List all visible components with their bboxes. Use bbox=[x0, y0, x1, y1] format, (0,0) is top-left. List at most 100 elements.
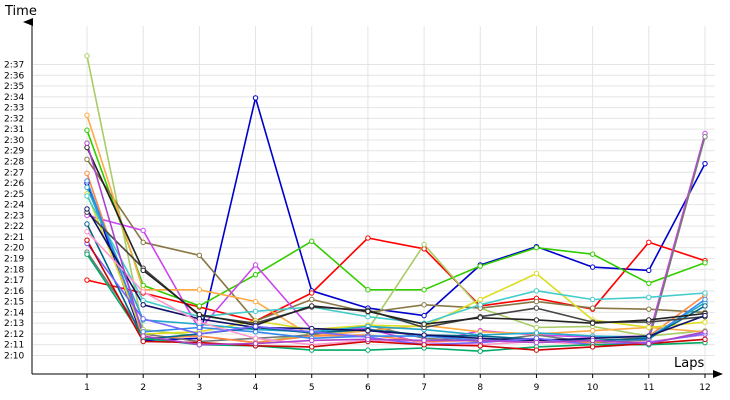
data-point-series-11 bbox=[84, 193, 90, 199]
data-point-series-21 bbox=[140, 338, 146, 345]
data-point-series-16 bbox=[589, 320, 596, 326]
y-tick-label: 2:24 bbox=[4, 201, 24, 211]
data-point-series-11 bbox=[477, 302, 483, 308]
data-point-series-11 bbox=[646, 294, 652, 300]
data-point-series-22 bbox=[365, 336, 371, 343]
data-point-series-6 bbox=[252, 262, 259, 268]
data-point-series-9 bbox=[84, 170, 90, 177]
data-point-series-3 bbox=[421, 287, 427, 293]
data-point-series-1 bbox=[421, 312, 427, 319]
y-tick-label: 2:14 bbox=[4, 308, 24, 318]
data-point-series-21 bbox=[421, 342, 427, 348]
data-point-series-2 bbox=[84, 277, 90, 283]
x-tick-label: 9 bbox=[534, 383, 540, 393]
y-tick-label: 2:15 bbox=[4, 298, 24, 308]
data-point-series-4 bbox=[421, 241, 427, 248]
x-tick-label: 7 bbox=[421, 383, 427, 393]
data-point-series-5 bbox=[140, 239, 146, 246]
data-point-series-16 bbox=[646, 317, 652, 323]
data-point-series-22 bbox=[309, 337, 315, 344]
y-tick-label: 2:36 bbox=[4, 71, 24, 81]
data-point-series-4 bbox=[533, 324, 540, 331]
tick-labels: 2:102:112:122:132:142:152:162:172:182:19… bbox=[4, 61, 711, 394]
y-tick-label: 2:19 bbox=[4, 255, 24, 265]
series-line-2 bbox=[86, 237, 706, 322]
series-line-8 bbox=[86, 114, 706, 337]
series-line-16 bbox=[86, 147, 706, 327]
y-tick-label: 2:27 bbox=[4, 168, 24, 178]
data-point-series-14 bbox=[702, 303, 708, 309]
data-point-series-3 bbox=[252, 271, 259, 278]
y-tick-label: 2:21 bbox=[4, 233, 24, 243]
data-point-series-14 bbox=[84, 221, 90, 227]
data-point-series-18 bbox=[252, 335, 259, 341]
data-point-series-2 bbox=[421, 246, 427, 252]
x-tick-label: 1 bbox=[84, 383, 90, 393]
data-point-series-2 bbox=[309, 290, 315, 296]
data-point-series-16 bbox=[196, 311, 203, 318]
data-point-series-4 bbox=[84, 53, 90, 59]
data-point-series-1 bbox=[646, 267, 652, 274]
series-line-12 bbox=[86, 187, 706, 339]
data-point-series-15 bbox=[533, 305, 540, 311]
data-point-series-11 bbox=[589, 296, 596, 303]
data-point-series-21 bbox=[533, 347, 540, 353]
series-line-11 bbox=[86, 195, 706, 325]
data-point-series-20 bbox=[477, 348, 483, 354]
x-tick-label: 11 bbox=[643, 383, 654, 393]
data-point-series-17 bbox=[84, 206, 90, 212]
data-point-series-1 bbox=[252, 95, 259, 101]
data-point-series-19 bbox=[196, 331, 203, 337]
series-line-22 bbox=[86, 142, 706, 346]
data-point-series-11 bbox=[365, 314, 371, 320]
data-point-series-16 bbox=[365, 308, 371, 315]
data-point-series-13 bbox=[702, 296, 708, 303]
data-point-series-22 bbox=[477, 337, 483, 344]
data-point-series-19 bbox=[533, 335, 540, 341]
data-point-series-13 bbox=[140, 329, 146, 335]
y-tick-label: 2:17 bbox=[4, 276, 24, 286]
data-point-series-3 bbox=[365, 287, 371, 293]
x-tick-label: 12 bbox=[699, 383, 710, 393]
y-tick-label: 2:22 bbox=[4, 222, 24, 232]
data-point-series-19 bbox=[140, 316, 146, 322]
data-point-series-5 bbox=[533, 298, 540, 305]
data-point-series-17 bbox=[702, 312, 708, 319]
data-point-series-19 bbox=[309, 329, 315, 335]
data-point-series-17 bbox=[646, 333, 652, 339]
series-line-3 bbox=[86, 129, 706, 307]
data-point-series-22 bbox=[140, 333, 146, 339]
y-tick-label: 2:29 bbox=[4, 147, 24, 157]
data-point-series-21 bbox=[84, 237, 90, 243]
data-point-series-10 bbox=[702, 319, 708, 325]
y-tick-label: 2:33 bbox=[4, 104, 24, 114]
data-point-series-3 bbox=[702, 260, 708, 266]
data-point-series-22 bbox=[252, 340, 259, 347]
data-point-series-1 bbox=[589, 264, 596, 270]
data-point-series-5 bbox=[196, 252, 203, 258]
data-point-series-8 bbox=[252, 298, 259, 305]
data-point-series-2 bbox=[365, 235, 371, 241]
data-point-series-3 bbox=[646, 280, 652, 286]
data-point-series-3 bbox=[477, 263, 483, 269]
data-point-series-10 bbox=[646, 324, 652, 331]
series-line-21 bbox=[86, 239, 706, 351]
data-point-series-17 bbox=[365, 328, 371, 334]
data-point-series-16 bbox=[309, 303, 315, 309]
x-axis-title: Laps bbox=[674, 356, 704, 371]
x-tick-label: 6 bbox=[365, 383, 371, 393]
data-point-series-5 bbox=[589, 305, 596, 311]
data-point-series-18 bbox=[140, 289, 146, 295]
data-point-series-7 bbox=[702, 134, 708, 140]
y-tick-label: 2:18 bbox=[4, 265, 24, 275]
data-point-series-20 bbox=[84, 251, 90, 257]
y-tick-label: 2:25 bbox=[4, 190, 24, 200]
x-tick-label: 10 bbox=[587, 383, 599, 393]
data-point-series-11 bbox=[140, 297, 146, 304]
data-point-series-5 bbox=[309, 296, 315, 303]
series-lines bbox=[86, 55, 706, 353]
data-point-series-13 bbox=[252, 329, 259, 335]
data-point-series-2 bbox=[646, 239, 652, 246]
data-point-series-22 bbox=[196, 342, 203, 348]
